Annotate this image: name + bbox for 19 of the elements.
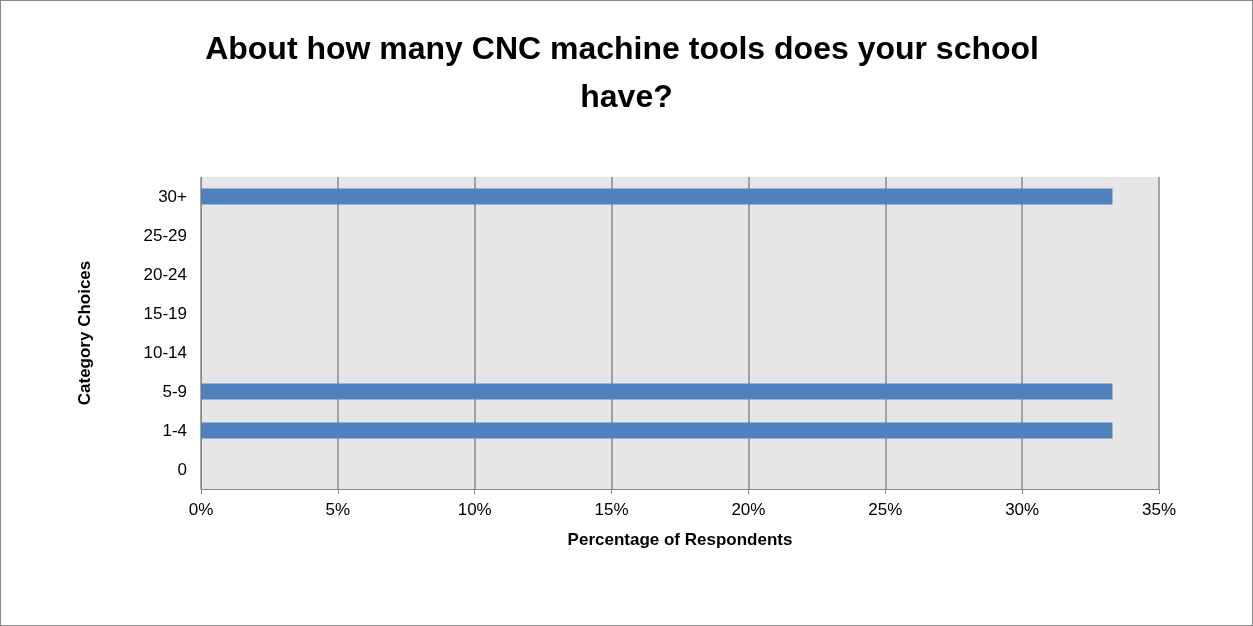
x-tick-label: 5%: [325, 500, 351, 519]
x-tick-label: 0%: [188, 500, 214, 519]
y-axis-title: Category Choices: [75, 260, 94, 406]
x-tick-label: 30%: [1005, 500, 1040, 519]
x-tick-label: 25%: [868, 500, 903, 519]
y-tick-label: 1-4: [162, 421, 187, 440]
x-tick-label: 10%: [457, 500, 492, 519]
x-tick-label: 35%: [1141, 500, 1177, 519]
x-tick-label: 20%: [731, 500, 766, 519]
chart-title: About how many CNC machine tools does your school have?: [205, 30, 1048, 114]
y-tick-label: 15-19: [143, 304, 187, 323]
y-tick-label: 25-29: [143, 226, 187, 245]
y-tick-label: 5-9: [162, 382, 187, 401]
y-tick-label: 20-24: [143, 265, 187, 284]
x-tick-label: 15%: [594, 500, 629, 519]
y-tick-label: 30+: [158, 187, 188, 206]
x-axis-title: Percentage of Respondents: [567, 530, 793, 549]
y-tick-label: 10-14: [143, 343, 187, 362]
y-tick-label: 0: [177, 460, 187, 479]
